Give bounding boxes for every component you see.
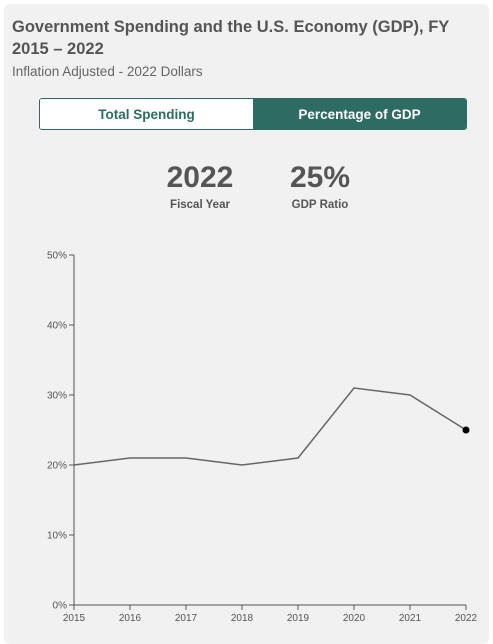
y-tick-label: 0% bbox=[53, 601, 68, 612]
y-tick-label: 10% bbox=[47, 531, 67, 542]
x-tick-label: 2021 bbox=[399, 613, 422, 624]
fiscal-year-label: Fiscal Year bbox=[170, 199, 230, 211]
total-spending-tab[interactable]: Total Spending bbox=[40, 99, 253, 129]
x-tick-label: 2015 bbox=[63, 613, 86, 624]
y-tick-label: 50% bbox=[47, 251, 67, 262]
x-tick-label: 2018 bbox=[231, 613, 254, 624]
fiscal-year-value: 2022 bbox=[166, 161, 234, 194]
chart-title: Government Spending and the U.S. Economy… bbox=[12, 18, 449, 58]
x-tick-label: 2020 bbox=[343, 613, 366, 624]
fiscal-year-stat: 2022 Fiscal Year bbox=[158, 160, 242, 211]
x-tick-label: 2017 bbox=[175, 613, 198, 624]
gdp-ratio-stat: 25% GDP Ratio bbox=[278, 160, 362, 211]
highlighted-point bbox=[462, 426, 470, 434]
gdp-ratio-line bbox=[73, 387, 467, 466]
gdp-ratio-label: GDP Ratio bbox=[291, 199, 349, 211]
x-tick-label: 2016 bbox=[119, 613, 142, 624]
line-chart: 0% 10% 20% 30% 40% 50% 2015 2016 2017 2018 2019 202… bbox=[47, 251, 478, 625]
view-toggle: Total Spending Percentage of GDP bbox=[39, 98, 467, 130]
chart-subtitle: Inflation Adjusted - 2022 Dollars bbox=[12, 64, 203, 79]
x-tick-label: 2022 bbox=[455, 613, 478, 624]
x-tick-label: 2019 bbox=[287, 613, 310, 624]
y-tick-label: 20% bbox=[47, 461, 67, 472]
y-tick-label: 30% bbox=[47, 391, 67, 402]
percentage-of-gdp-tab[interactable]: Percentage of GDP bbox=[253, 99, 466, 129]
y-tick-label: 40% bbox=[47, 321, 67, 332]
gdp-ratio-value: 25% bbox=[289, 161, 351, 194]
